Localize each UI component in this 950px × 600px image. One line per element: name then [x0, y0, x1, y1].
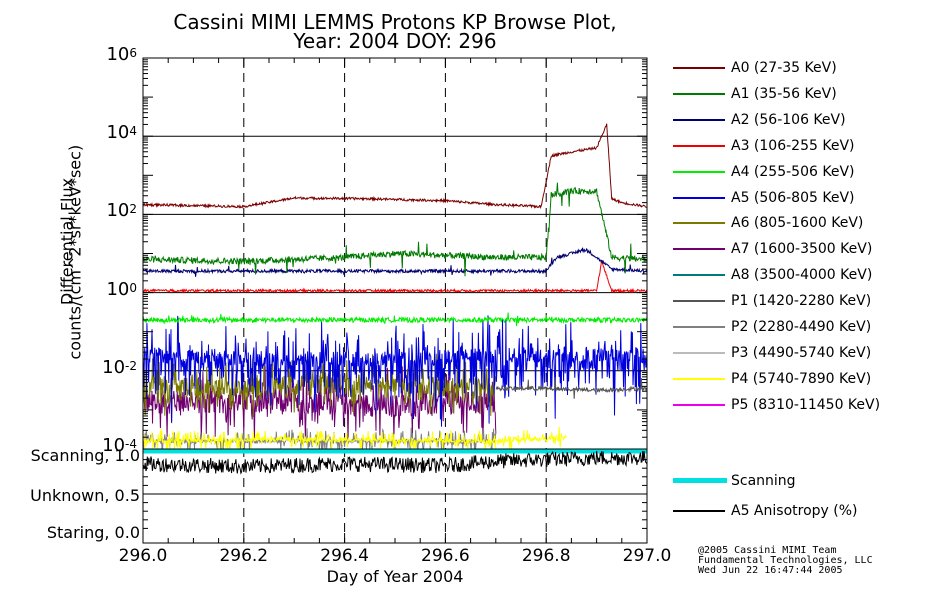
- y-tick-base: 10: [106, 200, 130, 222]
- legend-item: A6 (805-1600 KeV): [673, 213, 943, 233]
- lower-label-unknown: Unknown, 0.5: [30, 486, 140, 505]
- legend-swatch: [673, 170, 725, 173]
- legend-item: A4 (255-506 KeV): [673, 162, 943, 182]
- credit-line3: Wed Jun 22 16:47:44 2005: [698, 565, 843, 576]
- legend-swatch: [673, 248, 725, 251]
- legend-item: P1 (1420-2280 KeV): [673, 291, 943, 311]
- chart-title-line2: Year: 2004 DOY: 296: [293, 29, 497, 53]
- x-tick-label: 296.6: [421, 546, 470, 566]
- series-line-a6: [142, 353, 497, 418]
- legend-item: A3 (106-255 KeV): [673, 136, 943, 156]
- y-tick-base: 10: [106, 122, 130, 144]
- series-line-a3: [142, 260, 648, 294]
- lower-panel-layer: [142, 448, 648, 475]
- legend-swatch: [673, 67, 725, 69]
- credit-line1: @2005 Cassini MIMI Team: [698, 545, 837, 556]
- x-tick-label: 296.0: [118, 546, 168, 566]
- y-tick-exponent: -2: [125, 358, 137, 373]
- y-tick-label: 104: [77, 124, 137, 142]
- y-axis-label-line2: counts/(cm^2*sr*keV*sec): [65, 144, 85, 360]
- series-line-a7: [142, 364, 497, 444]
- legend-label-anisotropy: A5 Anisotropy (%): [731, 503, 858, 519]
- legend-label: P5 (8310-11450 KeV): [731, 396, 881, 413]
- legend-label: P4 (5740-7890 KeV): [731, 370, 872, 387]
- legend-label: A0 (27-35 KeV): [731, 60, 837, 76]
- legend-item: P3 (4490-5740 KeV): [673, 343, 943, 363]
- legend-swatch: [673, 118, 725, 121]
- legend-label: A8 (3500-4000 KeV): [731, 267, 873, 284]
- series-line-a5: [142, 315, 648, 427]
- legend-label: A1 (35-56 KeV): [731, 85, 837, 102]
- credit-line2: Fundamental Technologies, LLC: [698, 555, 873, 566]
- legend-swatch: [673, 144, 725, 147]
- legend-item: A0 (27-35 KeV): [673, 58, 943, 78]
- series-line-p1: [495, 377, 647, 399]
- legend-label: A4 (255-506 KeV): [731, 163, 855, 180]
- legend-label: P3 (4490-5740 KeV): [731, 344, 872, 361]
- legend-label: A3 (106-255 KeV): [731, 137, 855, 154]
- chart-title-line1: Cassini MIMI LEMMS Protons KP Browse Plo…: [173, 10, 617, 34]
- legend-swatch-anisotropy: [673, 510, 725, 512]
- legend-item: A8 (3500-4000 KeV): [673, 265, 943, 285]
- legend-swatch: [673, 222, 725, 225]
- legend-item: A1 (35-56 KeV): [673, 84, 943, 104]
- x-tick-label: 296.4: [320, 546, 369, 566]
- series-line-a4: [142, 312, 648, 327]
- legend-label: A7 (1600-3500 KeV): [731, 241, 873, 258]
- y-tick-base: 10: [102, 435, 126, 456]
- legend-swatch: [673, 403, 725, 406]
- legend-swatch: [673, 196, 725, 199]
- y-tick-exponent: 0: [129, 280, 137, 295]
- credit-block: @2005 Cassini MIMI Team Fundamental Tech…: [698, 546, 873, 576]
- frame-layer: [142, 57, 648, 544]
- y-tick-label: 10-4: [77, 437, 137, 455]
- legend-item: A7 (1600-3500 KeV): [673, 239, 943, 259]
- legend-swatch: [673, 300, 725, 303]
- legend-item: A5 (506-805 KeV): [673, 188, 943, 208]
- series-layer: [142, 123, 648, 451]
- y-tick-exponent: 4: [129, 124, 137, 139]
- legend-label: P1 (1420-2280 KeV): [731, 293, 872, 310]
- legend-label: P2 (2280-4490 KeV): [731, 319, 872, 335]
- legend-swatch: [673, 274, 725, 277]
- y-tick-base: 10: [106, 44, 130, 65]
- legend-item: P4 (5740-7890 KeV): [673, 369, 943, 389]
- x-tick-label: 296.2: [219, 546, 269, 566]
- lower-label-staring: Staring, 0.0: [46, 523, 140, 542]
- y-tick-base: 10: [106, 278, 130, 300]
- legend-label-scanning: Scanning: [731, 473, 796, 489]
- legend-label: A5 (506-805 KeV): [731, 189, 855, 206]
- legend-item: P5 (8310-11450 KeV): [673, 395, 943, 415]
- y-tick-exponent: -4: [125, 437, 137, 451]
- x-tick-label: 296.8: [521, 546, 571, 566]
- y-tick-label: 106: [77, 46, 137, 64]
- anisotropy-line: [142, 450, 648, 475]
- y-tick-label: 100: [77, 278, 137, 300]
- x-tick-label: 297.0: [622, 546, 672, 566]
- lower-label-scanning: Scanning, 1.0: [30, 446, 140, 465]
- y-tick-label: 102: [77, 202, 137, 220]
- legend-swatch: [673, 377, 725, 380]
- y-tick-label: 10-2: [77, 356, 137, 378]
- legend-swatch-scanning: [673, 478, 727, 483]
- legend-item: A2 (56-106 KeV): [673, 110, 943, 130]
- legend-swatch: [673, 326, 725, 328]
- legend-label: A2 (56-106 KeV): [731, 111, 846, 128]
- legend-swatch: [673, 92, 725, 95]
- y-tick-exponent: 6: [129, 46, 137, 60]
- series-line-a0: [142, 123, 648, 210]
- series-line-a2: [142, 247, 648, 277]
- grid-layer: [143, 58, 647, 543]
- y-tick-base: 10: [102, 356, 126, 378]
- series-line-a1: [142, 182, 648, 277]
- legend-label: A6 (805-1600 KeV): [731, 215, 864, 232]
- x-axis-label: Day of Year 2004: [326, 567, 464, 586]
- y-tick-exponent: 2: [129, 202, 137, 217]
- series-line-p4: [142, 426, 567, 451]
- legend-swatch: [673, 351, 725, 354]
- legend-item: P2 (2280-4490 KeV): [673, 317, 943, 337]
